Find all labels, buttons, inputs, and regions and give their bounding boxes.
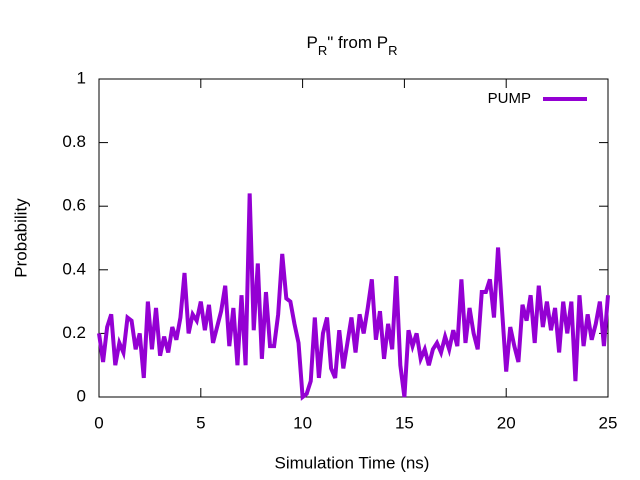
chart-title: PR" from PR bbox=[307, 33, 398, 57]
x-tick-label: 20 bbox=[497, 413, 516, 432]
y-axis-label: Probability bbox=[11, 198, 30, 278]
y-tick-label: 0.6 bbox=[62, 196, 86, 215]
y-tick-label: 0.4 bbox=[62, 259, 86, 278]
title-subscript: R bbox=[388, 43, 397, 58]
y-tick-label: 0.8 bbox=[62, 132, 86, 151]
y-tick-label: 0.2 bbox=[62, 323, 86, 342]
y-tick-label: 0 bbox=[77, 386, 86, 405]
x-tick-label: 10 bbox=[293, 413, 312, 432]
data-line bbox=[97, 193, 610, 401]
x-axis-label: Simulation Time (ns) bbox=[275, 453, 430, 472]
legend-label: PUMP bbox=[488, 90, 531, 107]
x-tick-label: 25 bbox=[599, 413, 618, 432]
title-subscript: R bbox=[318, 43, 327, 58]
title-text: P bbox=[307, 33, 318, 52]
plot-border bbox=[98, 78, 609, 398]
x-tick-label: 5 bbox=[196, 413, 205, 432]
y-tick-label: 1 bbox=[77, 68, 86, 87]
title-text: " from P bbox=[327, 33, 388, 52]
x-tick-label: 15 bbox=[395, 413, 414, 432]
x-tick-label: 0 bbox=[94, 413, 103, 432]
